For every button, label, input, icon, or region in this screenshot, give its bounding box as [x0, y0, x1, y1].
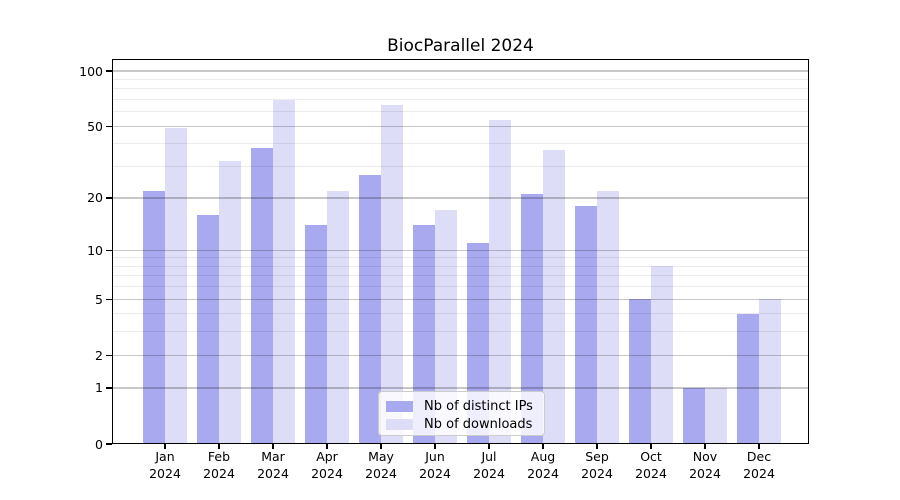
legend-label-downloads: Nb of downloads [424, 417, 533, 432]
x-tick-jul-2024 [488, 444, 490, 449]
x-tick-apr-2024 [326, 444, 328, 449]
gridline-minor-70 [112, 98, 809, 100]
bar-downloads-may-2024 [381, 105, 403, 444]
bar-downloads-aug-2024 [543, 150, 565, 444]
bar-distinct-ips-aug-2024 [521, 194, 543, 444]
gridline-major-1 [112, 387, 809, 389]
legend: Nb of distinct IPs Nb of downloads [378, 391, 545, 436]
y-tick-label-10: 10 [87, 242, 103, 258]
gridline-minor-60 [112, 111, 809, 113]
y-tick-10 [106, 249, 112, 251]
bar-downloads-nov-2024 [705, 387, 727, 444]
x-tick-label-dec-2024: Dec 2024 [743, 449, 775, 481]
x-tick-label-feb-2024: Feb 2024 [203, 449, 235, 481]
bar-downloads-mar-2024 [273, 99, 295, 444]
legend-swatch-downloads [386, 419, 413, 430]
x-tick-mar-2024 [272, 444, 274, 449]
plot-area [112, 59, 809, 444]
y-tick-label-20: 20 [87, 190, 103, 206]
x-tick-label-mar-2024: Mar 2024 [257, 449, 289, 481]
bar-distinct-ips-oct-2024 [629, 299, 651, 444]
legend-swatch-distinct-ips [386, 401, 413, 412]
x-tick-may-2024 [380, 444, 382, 449]
y-tick-5 [106, 298, 112, 300]
gridline-minor-90 [112, 78, 809, 80]
y-tick-20 [106, 197, 112, 199]
gridline-minor-8 [112, 265, 809, 267]
bar-downloads-jul-2024 [489, 120, 511, 444]
bar-distinct-ips-jun-2024 [413, 225, 435, 444]
gridline-major-5 [112, 298, 809, 300]
y-tick-label-1: 1 [95, 380, 103, 396]
bar-downloads-apr-2024 [327, 190, 349, 444]
x-tick-label-jun-2024: Jun 2024 [419, 449, 451, 481]
bar-distinct-ips-sep-2024 [575, 206, 597, 444]
x-tick-label-may-2024: May 2024 [365, 449, 397, 481]
y-tick-0 [106, 443, 112, 445]
gridline-minor-80 [112, 88, 809, 90]
chart-title: BiocParallel 2024 [387, 36, 534, 56]
bar-downloads-jun-2024 [435, 210, 457, 444]
x-tick-label-oct-2024: Oct 2024 [635, 449, 667, 481]
legend-item-distinct-ips: Nb of distinct IPs [386, 398, 544, 415]
bar-downloads-feb-2024 [219, 161, 241, 444]
y-tick-100 [106, 70, 112, 72]
x-tick-label-sep-2024: Sep 2024 [581, 449, 613, 481]
y-tick-label-5: 5 [95, 291, 103, 307]
gridline-minor-40 [112, 143, 809, 145]
gridline-minor-3 [112, 331, 809, 333]
y-tick-label-2: 2 [95, 347, 103, 363]
bar-distinct-ips-mar-2024 [251, 147, 273, 444]
x-tick-aug-2024 [542, 444, 544, 449]
y-tick-50 [106, 125, 112, 127]
gridline-major-2 [112, 354, 809, 356]
gridline-major-10 [112, 249, 809, 251]
y-tick-label-50: 50 [87, 118, 103, 134]
x-tick-feb-2024 [218, 444, 220, 449]
y-tick-label-0: 0 [95, 436, 103, 452]
gridline-minor-6 [112, 286, 809, 288]
x-tick-jun-2024 [434, 444, 436, 449]
bar-downloads-dec-2024 [759, 299, 781, 444]
y-tick-label-100: 100 [79, 63, 103, 79]
bar-downloads-jan-2024 [165, 127, 187, 444]
bar-distinct-ips-jan-2024 [143, 190, 165, 444]
gridline-major-50 [112, 125, 809, 127]
bar-distinct-ips-apr-2024 [305, 225, 327, 444]
bar-distinct-ips-feb-2024 [197, 215, 219, 444]
bar-downloads-oct-2024 [651, 266, 673, 444]
bar-distinct-ips-nov-2024 [683, 387, 705, 444]
x-tick-label-jan-2024: Jan 2024 [149, 449, 181, 481]
x-tick-sep-2024 [596, 444, 598, 449]
gridline-major-100 [112, 70, 809, 72]
x-tick-label-aug-2024: Aug 2024 [527, 449, 559, 481]
gridline-minor-7 [112, 275, 809, 277]
x-tick-label-jul-2024: Jul 2024 [473, 449, 505, 481]
y-tick-1 [106, 387, 112, 389]
bar-distinct-ips-dec-2024 [737, 313, 759, 444]
gridline-minor-9 [112, 257, 809, 259]
gridline-major-20 [112, 197, 809, 199]
x-tick-oct-2024 [650, 444, 652, 449]
x-tick-label-nov-2024: Nov 2024 [689, 449, 721, 481]
gridline-minor-30 [112, 165, 809, 167]
legend-label-distinct-ips: Nb of distinct IPs [424, 399, 533, 414]
x-tick-jan-2024 [164, 444, 166, 449]
y-tick-2 [106, 354, 112, 356]
bar-distinct-ips-may-2024 [359, 174, 381, 444]
bar-downloads-sep-2024 [597, 190, 619, 444]
x-tick-label-apr-2024: Apr 2024 [311, 449, 343, 481]
x-tick-dec-2024 [758, 444, 760, 449]
gridline-minor-4 [112, 313, 809, 315]
legend-item-downloads: Nb of downloads [386, 416, 544, 433]
x-tick-nov-2024 [704, 444, 706, 449]
